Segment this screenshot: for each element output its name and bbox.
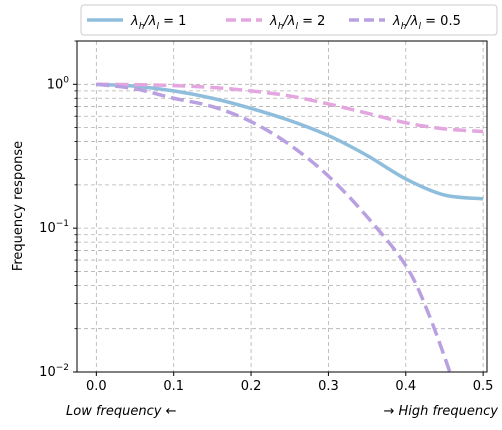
high-frequency-label: → High frequency [383, 404, 498, 419]
low-frequency-label: Low frequency ← [66, 404, 177, 419]
x-tick-label: 0.4 [395, 379, 416, 394]
series-line-0 [96, 82, 484, 201]
legend-label-1: λh/λl = 2 [269, 14, 325, 32]
legend-label-0: λh/λl = 1 [130, 14, 186, 32]
y-tick-label: 10−2 [39, 363, 69, 380]
legend: λh/λl = 1 λh/λl = 2 λh/λl = 0.5 [80, 4, 498, 36]
series-line-2 [96, 82, 452, 372]
y-axis: 100 10−1 10−2 [39, 40, 77, 380]
y-tick-label: 100 [47, 75, 70, 92]
x-tick-label: 0.0 [86, 379, 107, 394]
y-tick-label: 10−1 [39, 219, 69, 236]
legend-label-2: λh/λl = 0.5 [392, 14, 461, 32]
legend-box [80, 4, 498, 36]
plot-frame [76, 40, 488, 373]
x-tick-label: 0.1 [163, 379, 184, 394]
x-axis: 0.0 0.1 0.2 0.3 0.4 0.5 [86, 372, 493, 394]
series-lines [96, 82, 484, 372]
x-tick-label: 0.5 [473, 379, 494, 394]
y-axis-title: Frequency response [11, 141, 26, 271]
series-line-1 [96, 82, 484, 134]
x-tick-label: 0.2 [241, 379, 262, 394]
x-tick-label: 0.3 [318, 379, 339, 394]
